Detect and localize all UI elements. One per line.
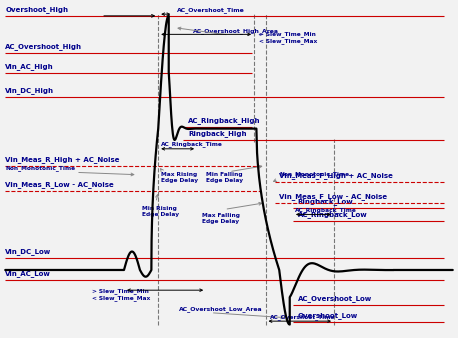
Text: Vin_Meas_F_High + AC_Noise: Vin_Meas_F_High + AC_Noise [279, 172, 393, 179]
Text: Vin_Meas_R_High + AC_Noise: Vin_Meas_R_High + AC_Noise [5, 156, 120, 163]
Text: Ringback_Low: Ringback_Low [298, 198, 353, 205]
Text: Min Falling
Edge Delay: Min Falling Edge Delay [206, 172, 243, 183]
Text: Ringback_High: Ringback_High [188, 130, 246, 137]
Text: AC_Ringback_High: AC_Ringback_High [188, 117, 261, 124]
Text: > Slew_Time_Min
< Slew_Time_Max: > Slew_Time_Min < Slew_Time_Max [259, 31, 317, 44]
Text: Vin_DC_High: Vin_DC_High [5, 87, 54, 94]
Text: AC_Overshoot_Time: AC_Overshoot_Time [270, 314, 335, 320]
Text: Max Rising
Edge Delay: Max Rising Edge Delay [160, 172, 198, 183]
Text: Vin_AC_Low: Vin_AC_Low [5, 270, 51, 277]
Text: Non_Monotonic_Time: Non_Monotonic_Time [5, 165, 76, 171]
Text: Overshoot_Low: Overshoot_Low [298, 312, 358, 319]
Text: AC_Overshoot_High_Area: AC_Overshoot_High_Area [192, 28, 278, 34]
Text: AC_Overshoot_Time: AC_Overshoot_Time [176, 7, 244, 13]
Text: Max Falling
Edge Delay: Max Falling Edge Delay [202, 213, 240, 223]
Text: Vin_DC_Low: Vin_DC_Low [5, 248, 51, 255]
Text: Min Rising
Edge Delay: Min Rising Edge Delay [142, 206, 180, 217]
Text: Vin_Meas_R_Low - AC_Noise: Vin_Meas_R_Low - AC_Noise [5, 181, 114, 188]
Text: Overshoot_High: Overshoot_High [5, 6, 68, 13]
Text: AC_Ringback_Time: AC_Ringback_Time [295, 207, 357, 213]
Text: AC_Overshoot_Low_Area: AC_Overshoot_Low_Area [179, 306, 262, 312]
Text: AC_Ringback_Time: AC_Ringback_Time [160, 141, 223, 147]
Text: AC_Ringback_Low: AC_Ringback_Low [298, 211, 367, 218]
Text: Vin_AC_High: Vin_AC_High [5, 63, 54, 70]
Text: Non_Monotonic_Time: Non_Monotonic_Time [279, 171, 349, 177]
Text: > Slew_Time_Min
< Slew_Time_Max: > Slew_Time_Min < Slew_Time_Max [92, 289, 150, 301]
Text: AC_Overshoot_High: AC_Overshoot_High [5, 43, 82, 50]
Text: AC_Overshoot_Low: AC_Overshoot_Low [298, 295, 372, 302]
Text: Vin_Meas_F_Low - AC_Noise: Vin_Meas_F_Low - AC_Noise [279, 193, 387, 200]
